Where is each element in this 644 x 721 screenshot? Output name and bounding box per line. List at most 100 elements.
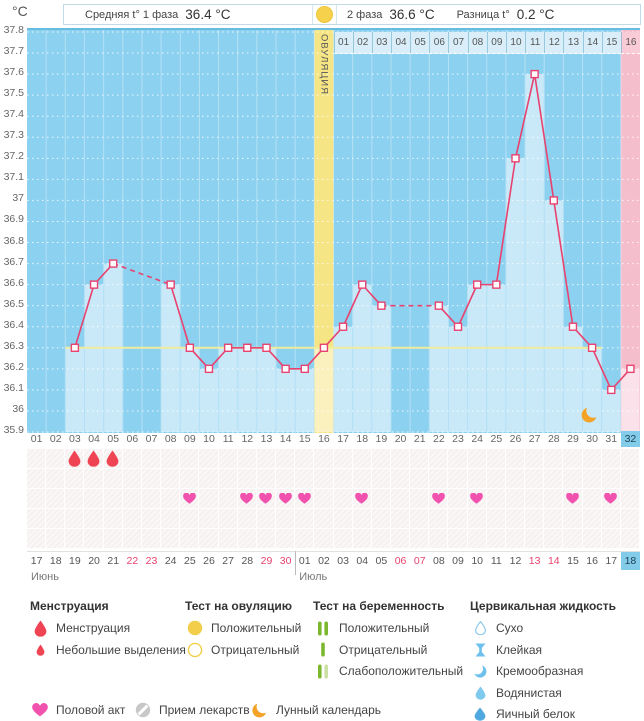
temp-point-day-3[interactable] (70, 343, 80, 352)
symbol-grid-cell[interactable] (582, 529, 602, 549)
symbol-grid-cell[interactable] (218, 529, 238, 549)
symbol-grid-cell[interactable] (218, 469, 238, 489)
symbol-grid-cell[interactable] (84, 509, 104, 529)
symbol-grid-cell[interactable] (467, 469, 487, 489)
symbol-grid-cell[interactable] (256, 529, 277, 549)
symbol-grid-cell[interactable] (103, 529, 123, 549)
intercourse-heart-icon[interactable] (256, 489, 277, 509)
symbol-grid-cell[interactable] (410, 449, 430, 469)
symbol-grid-cell[interactable] (122, 469, 142, 489)
symbol-grid-cell[interactable] (390, 449, 411, 469)
symbol-grid-cell[interactable] (27, 529, 47, 549)
symbol-grid-cell[interactable] (448, 529, 468, 549)
symbol-grid-cell[interactable] (237, 529, 257, 549)
temp-point-day-16[interactable] (319, 343, 329, 352)
symbol-grid-cell[interactable] (122, 449, 142, 469)
symbol-grid-cell[interactable] (505, 489, 526, 509)
symbol-grid-cell[interactable] (582, 489, 602, 509)
intercourse-heart-icon[interactable] (237, 489, 257, 509)
intercourse-heart-icon[interactable] (429, 489, 449, 509)
temp-point-day-30[interactable] (587, 343, 597, 352)
temp-point-day-26[interactable] (511, 154, 520, 163)
temp-point-day-9[interactable] (185, 343, 195, 352)
symbol-grid-cell[interactable] (218, 509, 238, 529)
symbol-grid-cell[interactable] (256, 509, 277, 529)
symbol-grid-cell[interactable] (141, 489, 162, 509)
temp-point-day-19[interactable] (377, 301, 386, 310)
symbol-grid-cell[interactable] (237, 449, 257, 469)
symbol-grid-cell[interactable] (352, 529, 372, 549)
symbol-grid-cell[interactable] (601, 449, 621, 469)
symbol-grid-cell[interactable] (122, 489, 142, 509)
symbol-grid-cell[interactable] (544, 529, 564, 549)
symbol-grid-cell[interactable] (237, 509, 257, 529)
symbol-grid-cell[interactable] (390, 469, 411, 489)
symbol-grid-cell[interactable] (505, 449, 526, 469)
symbol-grid-cell[interactable] (563, 449, 583, 469)
temp-point-day-28[interactable] (549, 196, 558, 205)
symbol-grid-cell[interactable] (314, 509, 334, 529)
symbol-grid-cell[interactable] (352, 469, 372, 489)
symbol-grid-cell[interactable] (333, 469, 353, 489)
intercourse-heart-icon[interactable] (467, 489, 487, 509)
symbol-grid-cell[interactable] (199, 529, 219, 549)
symbol-grid-cell[interactable] (544, 469, 564, 489)
symbol-grid-cell[interactable] (84, 469, 104, 489)
temp-point-day-13[interactable] (262, 343, 271, 352)
symbol-grid-cell[interactable] (525, 509, 545, 529)
symbol-grid-cell[interactable] (27, 489, 47, 509)
symbol-grid-cell[interactable] (295, 529, 315, 549)
symbol-grid-cell[interactable] (544, 509, 564, 529)
symbol-grid-cell[interactable] (544, 449, 564, 469)
symbol-grid-cell[interactable] (410, 529, 430, 549)
symbol-grid-cell[interactable] (390, 489, 411, 509)
temp-point-day-24[interactable] (472, 280, 482, 289)
symbol-grid-cell[interactable] (276, 469, 296, 489)
symbol-grid-cell[interactable] (27, 449, 47, 469)
symbol-grid-cell[interactable] (161, 449, 181, 469)
symbol-grid-cell[interactable] (429, 469, 449, 489)
symbol-grid-cell[interactable] (352, 449, 372, 469)
symbol-grid-cell[interactable] (141, 469, 162, 489)
temperature-chart[interactable]: 01 02 03 04 05 06 07 08 09 10 11 12 13 14 15 16 ОВУЛЯЦИ… (27, 28, 640, 433)
symbol-grid-cell[interactable] (371, 449, 391, 469)
symbol-grid-cell[interactable] (410, 509, 430, 529)
symbol-grid-cell[interactable] (505, 529, 526, 549)
symbol-grid-cell[interactable] (256, 469, 277, 489)
symbol-grid-cell[interactable] (199, 489, 219, 509)
temp-point-day-31[interactable] (607, 385, 616, 395)
symbol-grid-cell[interactable] (180, 509, 200, 529)
symbol-grid-cell[interactable] (448, 509, 468, 529)
symbol-grid-cell[interactable] (46, 469, 66, 489)
symbol-grid-cell[interactable] (218, 489, 238, 509)
symbol-grid-cell[interactable] (467, 509, 487, 529)
symbol-grid-cell[interactable] (620, 529, 640, 549)
symbol-grid-cell[interactable] (103, 489, 123, 509)
symbol-grid-cell[interactable] (486, 469, 506, 489)
temp-point-day-14[interactable] (281, 364, 290, 374)
symbol-grid-cell[interactable] (237, 469, 257, 489)
symbol-grid-cell[interactable] (525, 489, 545, 509)
symbol-grid-cell[interactable] (390, 529, 411, 549)
symbol-grid-cell[interactable] (620, 509, 640, 529)
symbol-grid-cell[interactable] (486, 489, 506, 509)
symbol-grid-cell[interactable] (429, 509, 449, 529)
temp-point-day-12[interactable] (243, 343, 252, 352)
symbol-grid-cell[interactable] (352, 509, 372, 529)
symbol-grid-cell[interactable] (314, 529, 334, 549)
symbol-grid-cell[interactable] (295, 469, 315, 489)
symbol-grid-cell[interactable] (276, 449, 296, 469)
symbol-grid-cell[interactable] (84, 489, 104, 509)
symbol-grid-cell[interactable] (314, 469, 334, 489)
symbol-grid-cell[interactable] (371, 509, 391, 529)
symbol-grid-cell[interactable] (429, 529, 449, 549)
menstruation-drop-icon[interactable] (65, 449, 85, 469)
symbol-grid-cell[interactable] (161, 509, 181, 529)
symbol-grid-cell[interactable] (505, 509, 526, 529)
temp-point-day-25[interactable] (492, 280, 501, 289)
symbol-grid-cell[interactable] (180, 469, 200, 489)
temp-point-day-5[interactable] (109, 259, 118, 268)
temp-point-day-10[interactable] (204, 364, 214, 374)
symbol-grid-cell[interactable] (620, 449, 640, 469)
temperature-chart-canvas[interactable] (27, 30, 640, 433)
